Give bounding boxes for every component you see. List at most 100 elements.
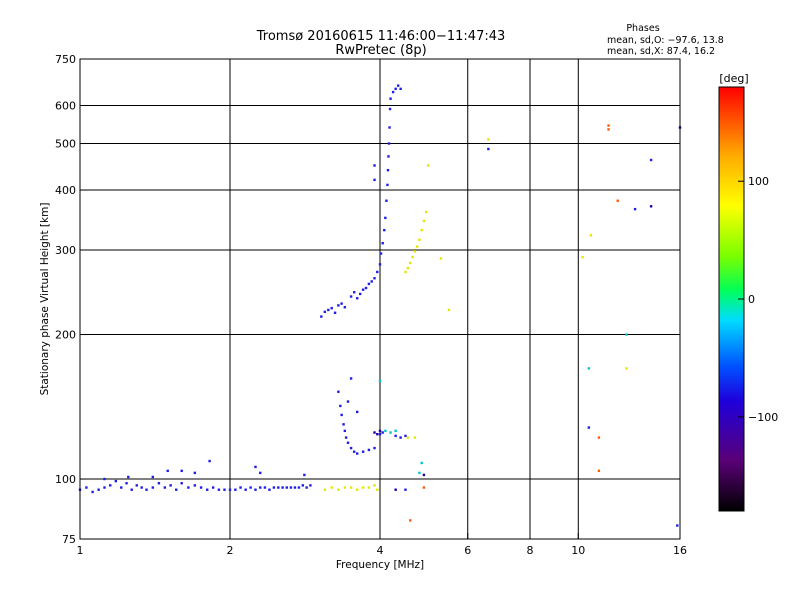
data-point (373, 446, 376, 450)
data-point (301, 484, 305, 487)
data-point (180, 469, 183, 473)
data-point (587, 367, 591, 370)
y-tick-label: 200 (55, 329, 76, 342)
data-point (378, 429, 382, 433)
x-tick-label: 8 (527, 544, 534, 557)
data-point (385, 199, 388, 202)
data-point (387, 142, 391, 145)
data-point (145, 488, 148, 491)
y-tick-label: 75 (62, 533, 76, 546)
data-point (349, 486, 353, 489)
data-point (373, 277, 376, 280)
data-point (388, 107, 392, 111)
data-point (285, 486, 288, 489)
data-point (427, 164, 430, 167)
data-point (373, 484, 376, 487)
data-point (376, 270, 379, 274)
data-point (352, 450, 356, 453)
data-point (205, 488, 209, 491)
data-point (406, 436, 410, 439)
x-axis-ticks: 1 2 4 6 8 10 16 (77, 533, 687, 557)
data-point (487, 147, 490, 151)
data-point (330, 486, 333, 489)
data-point (379, 252, 383, 255)
data-point (649, 158, 653, 162)
data-point (387, 155, 390, 158)
data-point (323, 488, 327, 491)
data-point (254, 465, 257, 469)
data-point (355, 488, 359, 491)
data-point (342, 423, 345, 426)
data-point (373, 431, 376, 434)
data-point (404, 488, 407, 491)
data-point (293, 486, 297, 489)
data-point (109, 484, 112, 487)
data-point (361, 450, 365, 453)
data-point (85, 486, 88, 489)
data-point (616, 199, 619, 202)
data-point (346, 400, 350, 403)
data-point (355, 410, 359, 414)
data-point (399, 87, 402, 91)
data-point (676, 524, 679, 527)
data-point (125, 482, 128, 485)
data-point (268, 488, 271, 491)
data-point (361, 486, 365, 489)
data-point (388, 126, 391, 129)
data-point (281, 486, 284, 489)
data-point (587, 426, 591, 429)
data-point (259, 486, 262, 489)
y-tick-label: 500 (55, 138, 76, 151)
chart-subtitle: RwPretec (8p) (335, 43, 426, 58)
data-point (349, 446, 353, 450)
data-point (151, 486, 155, 489)
y-tick-label: 600 (55, 100, 76, 113)
data-point (396, 84, 400, 87)
data-point (249, 486, 252, 489)
legend-line-o: mean, sd,O: −97.6, 13.8 (607, 35, 724, 46)
data-point (193, 471, 197, 475)
legend-phases: Phases mean, sd,O: −97.6, 13.8 mean, sd,… (607, 23, 724, 57)
data-point (381, 431, 384, 434)
x-tick-label: 4 (377, 544, 384, 557)
data-point (323, 310, 327, 314)
data-point (340, 413, 343, 417)
data-point (422, 219, 426, 223)
data-point (223, 488, 226, 491)
data-point (140, 486, 143, 489)
data-point (447, 308, 451, 312)
data-point (404, 270, 407, 274)
data-point (376, 488, 379, 491)
data-point (367, 282, 371, 286)
data-point (376, 432, 379, 436)
data-point (409, 519, 412, 522)
colorbar-tick-label: 0 (748, 293, 755, 306)
data-point (130, 488, 133, 491)
y-axis-label: Stationary phase Virtual Height [km] (39, 203, 51, 396)
data-point (422, 486, 426, 489)
data-point (487, 138, 490, 141)
data-point (399, 436, 402, 439)
legend-line-x: mean, sd,X: 87.4, 16.2 (607, 46, 715, 57)
data-point (337, 488, 340, 491)
data-point (361, 288, 365, 291)
data-point (217, 488, 221, 491)
data-point (127, 475, 130, 479)
data-point (607, 124, 610, 127)
data-point (420, 461, 423, 465)
colorbar-tick-label: −100 (748, 411, 778, 424)
data-point (97, 488, 100, 491)
data-point (239, 486, 242, 489)
data-point (254, 488, 257, 491)
chart-title: Tromsø 20160615 11:46:00−11:47:43 (256, 29, 506, 44)
data-point (367, 486, 371, 489)
colorbar-ticks: 100 0 −100 (738, 175, 778, 424)
data-point (263, 486, 267, 489)
data-point (378, 432, 382, 436)
data-point (343, 306, 347, 309)
data-point (378, 379, 382, 383)
data-point (344, 436, 348, 439)
data-point (175, 488, 178, 491)
data-point (343, 429, 347, 433)
